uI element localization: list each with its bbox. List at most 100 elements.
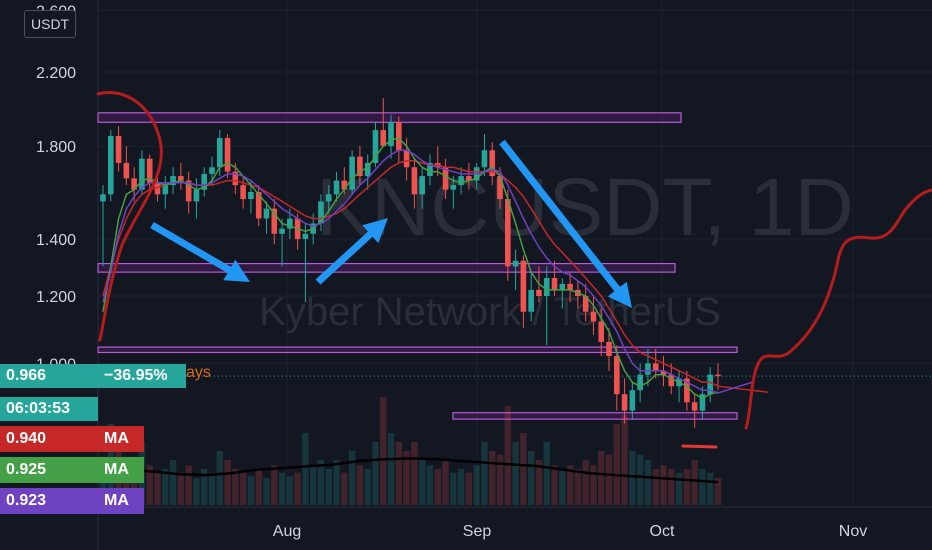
volume-bar [714,478,722,505]
volume-bars [99,397,722,505]
candle [333,171,340,202]
candle [224,134,231,179]
volume-bar [543,442,550,505]
ma-value-badge: 0.923 [0,488,98,514]
volume-bar [348,451,356,505]
candle [162,176,169,209]
volume-bar [559,469,566,505]
candle [263,201,270,234]
volume-bar [162,469,169,505]
volume-bar [668,469,675,505]
candle [318,194,324,232]
watermark-name: Kyber Network / TetherUS [259,290,721,334]
candle [489,142,496,186]
candle [100,185,106,267]
candle [442,158,449,200]
volume-bar [660,465,667,505]
volume-bar [489,451,496,505]
candle [691,394,698,428]
volume-bar [286,476,294,505]
volume-bar [551,465,558,505]
candle [707,367,714,403]
volume-bar [535,460,543,505]
volume-bar [247,476,255,505]
ma-label-badge: MA [98,457,144,483]
candle [512,249,519,290]
candle [528,272,534,322]
candle [684,370,690,411]
volume-bar [629,451,636,505]
zone-rect [97,112,682,123]
volume-bar [590,465,597,505]
volume-bar [707,472,714,505]
volume-bar [496,454,504,505]
candle [676,370,682,403]
candle [481,134,488,177]
hand-drawn-curve [96,91,163,342]
volume-bar [201,469,208,505]
ma-label-badge: MA [98,426,144,452]
volume-bar [605,454,613,505]
candle [349,150,355,195]
candle [613,345,620,411]
volume-bar [341,472,348,505]
currency-button[interactable]: USDT [24,10,77,38]
candle [466,162,472,190]
candle [271,199,278,245]
candle [606,328,612,371]
volume-bar [169,460,177,505]
zone-rect [452,412,738,420]
volume-bar [239,472,247,505]
candle [170,167,176,195]
watermark-symbol: KNCUSDT, 1D [316,162,854,253]
volume-bar [387,433,395,505]
volume-bar [457,469,465,505]
candle [652,348,659,379]
volume-bar [224,460,231,505]
candle [372,122,379,168]
volume-bar [99,469,107,505]
volume-ma-line [102,457,719,484]
volume-bar [582,460,589,505]
volume-bar [683,469,691,505]
price-tick: 1.400 [36,232,76,249]
candle [450,176,457,209]
candle [178,162,184,190]
candle [302,223,309,303]
candle [115,126,122,172]
candle [621,378,628,424]
volume-bar [442,460,449,505]
volume-bar [411,442,418,505]
volume-bar [177,472,185,505]
volume-bar [418,460,426,505]
ma-label-badge: MA [98,488,144,514]
volume-bar [699,469,706,505]
volume-bar [613,424,620,505]
candle [645,348,651,387]
candlesticks [100,98,721,428]
zone-rect [97,346,738,354]
volume-bar [473,465,480,505]
volume-bar [294,472,301,505]
hand-drawn-dash [681,444,718,449]
candle [458,167,464,195]
volume-bar [621,415,628,505]
candle [357,146,363,186]
volume-bar [146,465,153,505]
ma-line [102,149,753,394]
candle [699,386,706,420]
candle [582,283,589,322]
trend-arrow [499,139,632,308]
volume-bar [652,469,659,505]
candle [396,116,402,163]
candle [419,167,425,209]
ma-value-badge: 0.925 [0,457,98,483]
volume-bar [598,451,605,505]
volume-bar [255,469,262,505]
candle [240,176,246,209]
time-axis[interactable]: Aug Sep Oct Nov [273,523,867,540]
volume-bar [185,465,192,505]
candle [380,98,387,147]
